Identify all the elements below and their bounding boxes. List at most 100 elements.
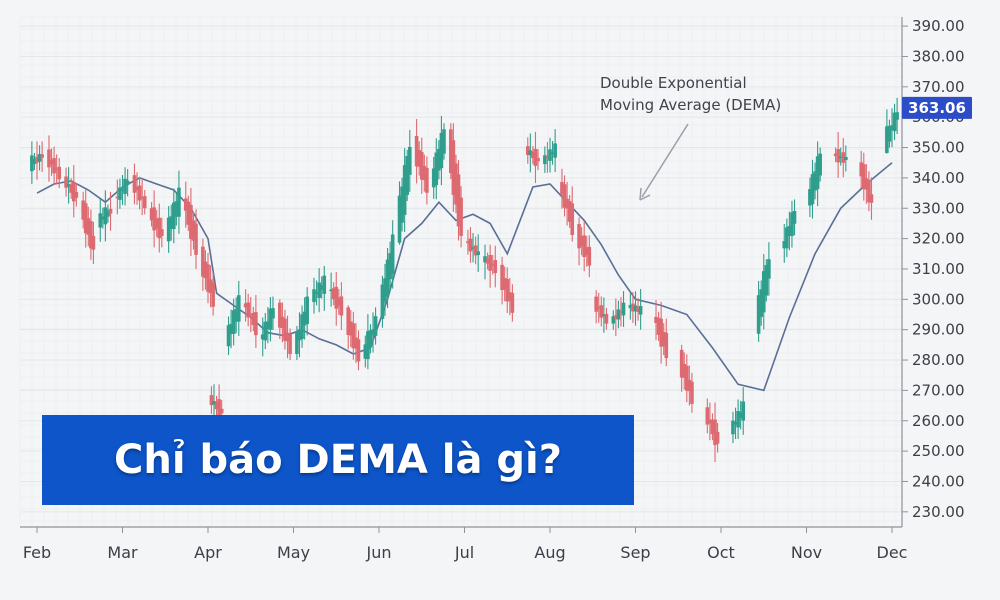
candle-body bbox=[160, 229, 164, 236]
annotation: Double Exponential Moving Average (DEMA) bbox=[600, 74, 781, 201]
candle-body bbox=[733, 421, 738, 425]
candle-body bbox=[334, 286, 339, 309]
candle-body bbox=[500, 264, 504, 291]
candle-body bbox=[263, 321, 268, 341]
candle-body bbox=[864, 178, 869, 190]
candle-body bbox=[169, 216, 174, 230]
y-tick-label: 310.00 bbox=[912, 260, 965, 278]
y-tick-label: 280.00 bbox=[912, 351, 965, 369]
candle-body bbox=[690, 381, 694, 404]
candle-body bbox=[451, 140, 456, 195]
candle-body bbox=[49, 159, 54, 165]
candle-body bbox=[201, 246, 205, 277]
candle-body bbox=[191, 220, 196, 241]
candle-body bbox=[510, 293, 515, 313]
candle-body bbox=[135, 186, 139, 191]
candle-body bbox=[83, 203, 88, 234]
candle-body bbox=[790, 212, 794, 237]
candle-body bbox=[815, 156, 820, 190]
candle-body bbox=[234, 308, 239, 322]
candle-body bbox=[490, 263, 495, 266]
candle-body bbox=[661, 331, 666, 347]
candle-body bbox=[217, 399, 221, 418]
candle-body bbox=[736, 411, 740, 428]
y-tick-label: 380.00 bbox=[912, 47, 965, 65]
candle-body bbox=[567, 201, 572, 222]
candle-body bbox=[115, 196, 120, 199]
x-tick-label: Sep bbox=[620, 543, 650, 562]
price-badge-box bbox=[902, 96, 972, 119]
candle-body bbox=[454, 163, 458, 205]
candle-body bbox=[437, 148, 441, 171]
x-tick-label: Apr bbox=[194, 543, 222, 562]
candle-body bbox=[268, 308, 273, 330]
candle-body bbox=[132, 175, 137, 193]
candle-body bbox=[577, 224, 581, 249]
candle-body bbox=[731, 420, 735, 435]
candle-body bbox=[602, 314, 606, 316]
candle-body bbox=[37, 154, 42, 162]
y-tick-label: 300.00 bbox=[912, 290, 965, 308]
candle-body bbox=[64, 176, 68, 188]
x-tick-label: May bbox=[277, 543, 310, 562]
candle-body bbox=[425, 167, 429, 193]
candle-body bbox=[35, 156, 39, 163]
candle-body bbox=[103, 207, 108, 225]
candle-body bbox=[40, 154, 44, 158]
candle-body bbox=[118, 187, 122, 200]
x-tick-label: Nov bbox=[791, 543, 822, 562]
candle-body bbox=[337, 297, 341, 306]
candle-body bbox=[339, 296, 344, 316]
banner-title: Chỉ báo DEMA là gì? bbox=[42, 415, 634, 505]
candle-body bbox=[764, 265, 769, 296]
x-tick-label: Oct bbox=[707, 543, 735, 562]
annotation-arrow-head bbox=[639, 187, 651, 201]
candle-body bbox=[66, 184, 71, 187]
y-tick-label: 340.00 bbox=[912, 169, 965, 187]
candle-body bbox=[405, 156, 410, 195]
candle-body bbox=[271, 308, 275, 319]
candle-body bbox=[305, 296, 309, 324]
candle-body bbox=[616, 309, 621, 320]
price-badge-value: 363.06 bbox=[908, 99, 966, 117]
candle-body bbox=[203, 261, 208, 279]
y-tick-label: 390.00 bbox=[912, 17, 965, 35]
y-tick-label: 270.00 bbox=[912, 381, 965, 399]
dema-layer bbox=[36, 162, 893, 392]
candle-body bbox=[402, 165, 407, 215]
candle-body bbox=[483, 256, 487, 263]
candle-body bbox=[792, 210, 797, 224]
candle-body bbox=[189, 204, 193, 239]
y-tick-label: 370.00 bbox=[912, 78, 965, 96]
candle-body bbox=[260, 334, 265, 340]
candle-body bbox=[493, 260, 498, 274]
candle-body bbox=[229, 323, 233, 334]
candle-body bbox=[560, 181, 564, 195]
candle-body bbox=[485, 258, 490, 264]
candle-body bbox=[594, 296, 598, 312]
candle-body bbox=[468, 238, 473, 252]
candle-body bbox=[579, 235, 584, 247]
candle-body bbox=[108, 208, 113, 214]
candle-body bbox=[302, 311, 307, 326]
candle-body bbox=[548, 149, 552, 161]
candle-body bbox=[761, 271, 766, 313]
annotation-text: Double Exponential bbox=[600, 74, 747, 92]
candle-body bbox=[211, 282, 215, 307]
candle-body bbox=[209, 395, 214, 406]
candle-body bbox=[471, 247, 475, 249]
candle-body bbox=[251, 312, 256, 326]
candle-body bbox=[243, 303, 248, 308]
candle-body bbox=[348, 321, 353, 336]
candle-body bbox=[417, 150, 421, 167]
candle-body bbox=[154, 218, 159, 229]
candle-body bbox=[861, 164, 866, 190]
candle-body bbox=[505, 278, 510, 302]
candle-body bbox=[295, 332, 299, 354]
candle-body bbox=[400, 186, 404, 223]
candle-body bbox=[565, 198, 569, 209]
candle-body bbox=[368, 330, 373, 348]
x-tick-label: Feb bbox=[23, 543, 51, 562]
candle-body bbox=[331, 288, 336, 300]
candle-body bbox=[838, 156, 843, 158]
